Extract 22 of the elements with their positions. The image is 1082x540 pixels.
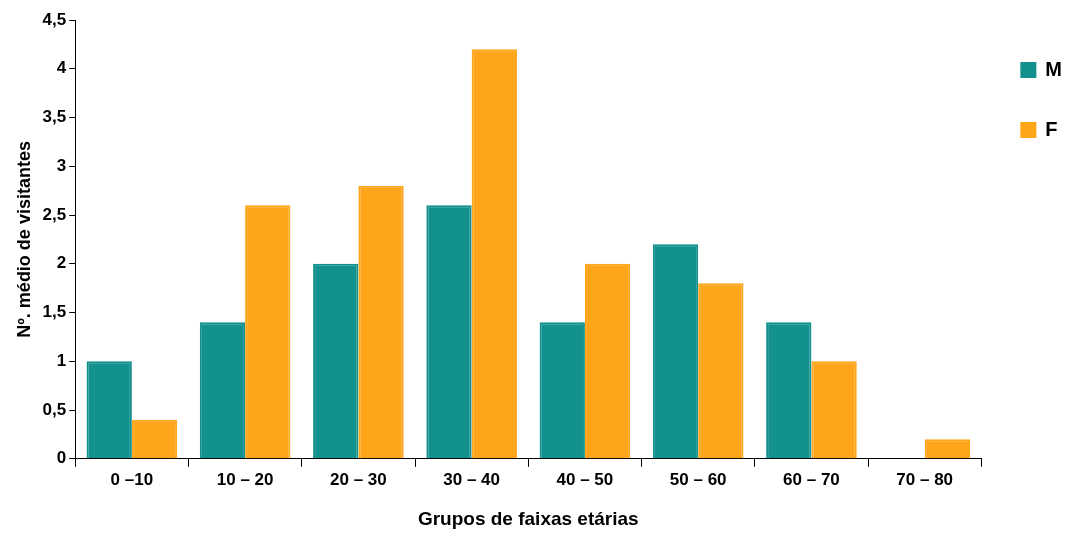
x-tick-label: 70 – 80 — [896, 469, 954, 489]
y-tick-label: 1 — [56, 350, 67, 370]
x-tick-label: 50 – 60 — [669, 469, 727, 489]
x-tick-label: 0 –10 — [110, 469, 154, 489]
y-tick-label: 0 — [56, 448, 67, 468]
y-axis-title: Nº. médio de visitantes — [13, 141, 34, 338]
legend-label: F — [1045, 117, 1058, 140]
y-tick-label: 2,5 — [42, 204, 67, 224]
x-tick-label: 10 – 20 — [216, 469, 274, 489]
y-tick-label: 0,5 — [42, 399, 67, 419]
y-tick-label: 3,5 — [42, 107, 67, 127]
y-tick-label: 1,5 — [42, 302, 67, 322]
y-tick-label: 4,5 — [42, 9, 67, 29]
x-tick-label: 40 – 50 — [556, 469, 614, 489]
y-tick-label: 2 — [56, 253, 67, 273]
legend-label: M — [1045, 57, 1063, 80]
x-tick-label: 20 – 30 — [330, 469, 387, 489]
x-tick-label: 30 – 40 — [443, 469, 501, 489]
x-tick-label: 60 – 70 — [783, 469, 840, 489]
x-axis-title: Grupos de faixas etárias — [417, 507, 639, 529]
y-tick-label: 3 — [56, 155, 67, 175]
y-tick-label: 4 — [56, 58, 67, 78]
